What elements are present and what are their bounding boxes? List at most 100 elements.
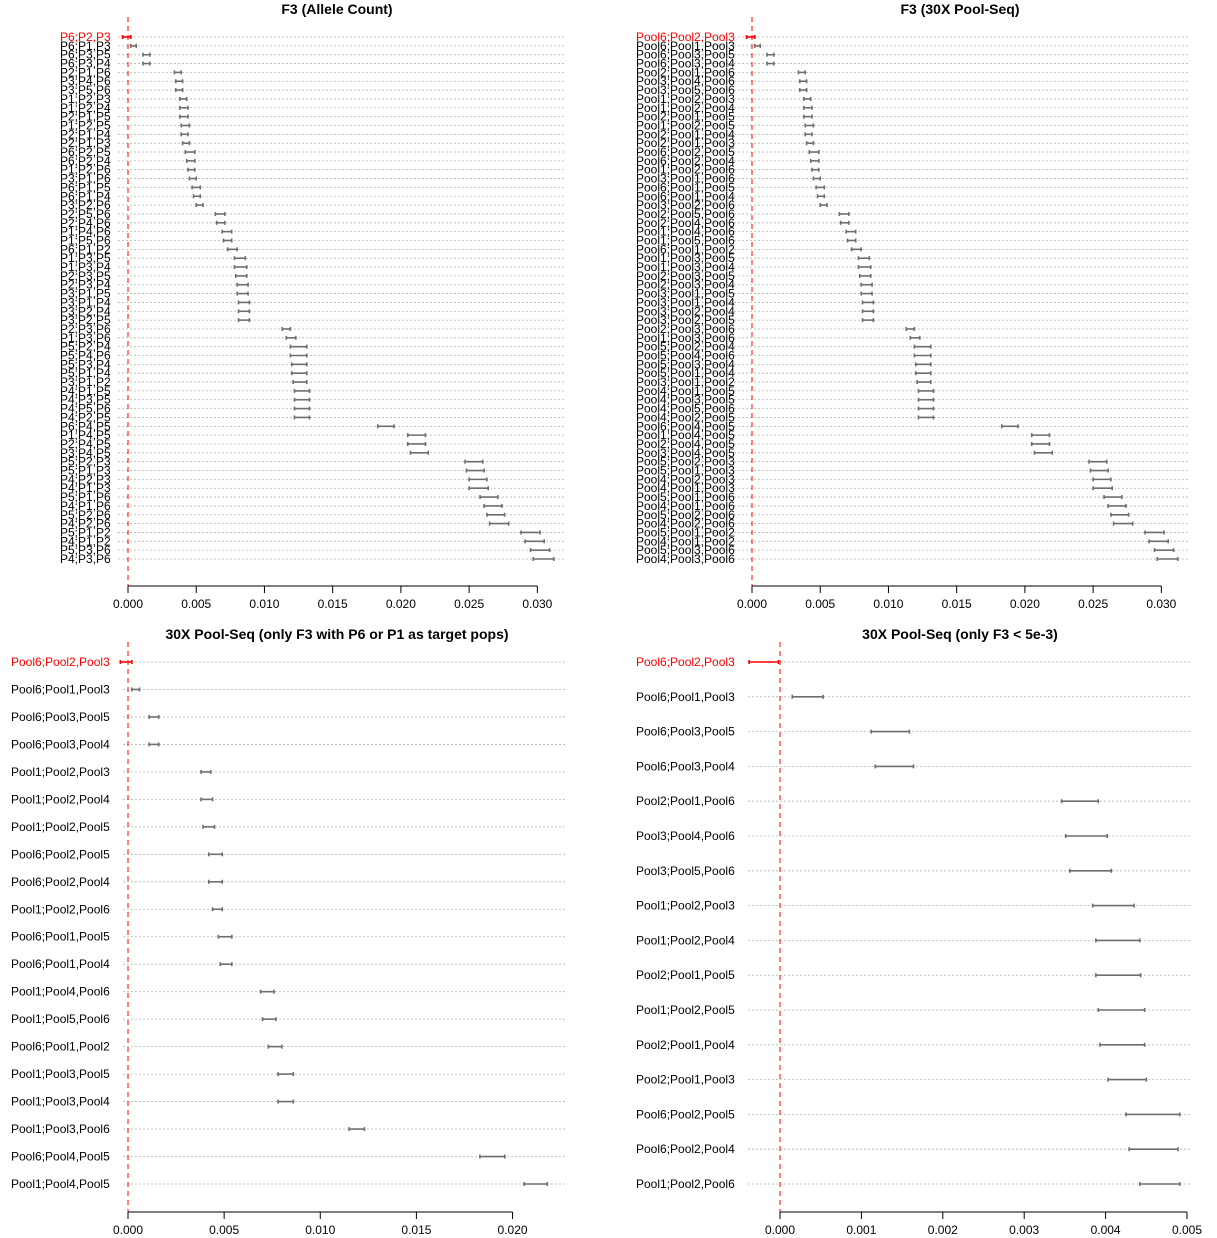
row-label: P5;P2,P6: [60, 508, 111, 522]
row-label: P3;P2,P6: [60, 198, 111, 212]
row-label: Pool2;Pool4,Pool5: [636, 437, 735, 451]
row-label: P6;P2,P5: [60, 145, 111, 159]
x-tick-label: 0.010: [873, 597, 903, 611]
row-label: Pool6;Pool2,Pool3: [636, 30, 735, 44]
row-label: Pool6;Pool1,Pool2: [11, 1040, 110, 1054]
row-label: Pool3;Pool5,Pool6: [636, 864, 735, 878]
row-label: P3;P5,P6: [60, 83, 111, 97]
row-label: Pool3;Pool2,Pool5: [636, 313, 735, 327]
row-label: P3;P1,P5: [60, 287, 111, 301]
row-label: P1;P2,P5: [60, 118, 111, 132]
row-label: Pool4;Pool3,Pool6: [636, 552, 735, 566]
panel-title: F3 (Allele Count): [281, 1, 392, 17]
row-label: Pool2;Pool5,Pool6: [636, 207, 735, 221]
row-label: Pool1;Pool3,Pool5: [11, 1067, 110, 1081]
panel-poolseq: F3 (30X Pool-Seq)Pool6;Pool2,Pool3Pool6;…: [636, 1, 1190, 611]
row-label: Pool5;Pool1,Pool3: [636, 464, 735, 478]
row-label: Pool3;Pool2,Pool6: [636, 198, 735, 212]
row-label: P2;P4,P5: [60, 437, 111, 451]
row-label: Pool4;Pool1,Pool6: [636, 499, 735, 513]
row-label: Pool1;Pool4,Pool5: [636, 428, 735, 442]
row-label: Pool2;Pool1,Pool6: [636, 794, 735, 808]
x-tick-label: 0.005: [1172, 1223, 1202, 1237]
row-label: Pool3;Pool4,Pool5: [636, 446, 735, 460]
row-label: P1;P4,P5: [60, 428, 111, 442]
row-label: Pool6;Pool2,Pool5: [11, 847, 110, 861]
row-label: Pool6;Pool4,Pool5: [11, 1150, 110, 1164]
x-tick-label: 0.003: [1009, 1223, 1039, 1237]
x-tick-label: 0.020: [498, 1223, 528, 1237]
x-tick-label: 0.030: [522, 597, 552, 611]
x-tick-label: 0.005: [209, 1223, 239, 1237]
x-tick-label: 0.020: [386, 597, 416, 611]
row-label: P6;P2,P3: [60, 30, 111, 44]
row-label: Pool4;Pool1,Pool3: [636, 481, 735, 495]
row-label: Pool3;Pool4,Pool6: [636, 829, 735, 843]
row-label: P5;P2,P4: [60, 340, 111, 354]
row-label: Pool4;Pool1,Pool5: [636, 384, 735, 398]
x-tick-label: 0.010: [305, 1223, 335, 1237]
row-label: Pool6;Pool2,Pool5: [636, 145, 735, 159]
row-label: Pool1;Pool4,Pool6: [11, 985, 110, 999]
row-label: Pool3;Pool1,Pool2: [636, 375, 735, 389]
row-label: P4;P2,P3: [60, 472, 111, 486]
row-label: P6;P4,P5: [60, 419, 111, 433]
row-label: Pool5;Pool2,Pool3: [636, 455, 735, 469]
row-label: Pool3;Pool2,Pool4: [636, 304, 735, 318]
row-label: Pool1;Pool2,Pool5: [636, 1003, 735, 1017]
row-label: Pool1;Pool3,Pool6: [11, 1122, 110, 1136]
row-label: Pool1;Pool2,Pool3: [636, 92, 735, 106]
x-tick-label: 0.004: [1091, 1223, 1121, 1237]
row-label: Pool1;Pool5,Pool6: [11, 1012, 110, 1026]
row-label: P4;P1,P2: [60, 534, 111, 548]
row-label: P1;P2,P3: [60, 92, 111, 106]
row-label: Pool6;Pool2,Pool3: [11, 655, 110, 669]
x-tick-label: 0.030: [1146, 597, 1176, 611]
row-label: P6;P2,P4: [60, 154, 111, 168]
row-label: P5;P1,P4: [60, 366, 111, 380]
row-label: Pool1;Pool2,Pool3: [11, 765, 110, 779]
row-label: Pool4;Pool2,Pool3: [636, 472, 735, 486]
row-label: P4;P3,P5: [60, 393, 111, 407]
row-label: P2;P3,P6: [60, 322, 111, 336]
row-label: Pool6;Pool2,Pool3: [636, 655, 735, 669]
row-label: Pool6;Pool1,Pool5: [11, 930, 110, 944]
x-tick-label: 0.015: [942, 597, 972, 611]
row-label: Pool1;Pool2,Pool3: [636, 899, 735, 913]
row-label: Pool5;Pool1,Pool6: [636, 490, 735, 504]
row-label: Pool5;Pool3,Pool4: [636, 357, 735, 371]
row-label: Pool2;Pool3,Pool6: [636, 322, 735, 336]
row-label: P4;P1,P3: [60, 481, 111, 495]
row-label: Pool3;Pool4,Pool6: [636, 74, 735, 88]
row-label: Pool2;Pool1,Pool6: [636, 65, 735, 79]
row-label: Pool3;Pool1,Pool4: [636, 295, 735, 309]
row-label: Pool1;Pool3,Pool5: [636, 251, 735, 265]
x-tick-label: 0.000: [113, 597, 143, 611]
x-tick-label: 0.020: [1010, 597, 1040, 611]
row-label: P1;P2,P6: [60, 163, 111, 177]
row-label: Pool1;Pool2,Pool4: [636, 933, 735, 947]
row-label: P2;P1,P4: [60, 127, 111, 141]
row-label: Pool1;Pool2,Pool6: [636, 163, 735, 177]
row-label: P6;P1,P3: [60, 39, 111, 53]
row-label: Pool4;Pool3,Pool5: [636, 393, 735, 407]
row-label: Pool2;Pool3,Pool4: [636, 278, 735, 292]
row-label: P4;P2,P6: [60, 517, 111, 531]
row-label: Pool1;Pool3,Pool4: [636, 260, 735, 274]
row-label: P1;P2,P4: [60, 101, 111, 115]
row-label: P3;P2,P5: [60, 313, 111, 327]
row-label: Pool6;Pool1,Pool2: [636, 242, 735, 256]
x-tick-label: 0.015: [318, 597, 348, 611]
x-tick-label: 0.002: [928, 1223, 958, 1237]
row-label: P1;P3,P4: [60, 260, 111, 274]
row-label: P4;P5,P6: [60, 402, 111, 416]
x-tick-label: 0.010: [249, 597, 279, 611]
row-label: P6;P1,P5: [60, 180, 111, 194]
row-label: P1;P3,P6: [60, 331, 111, 345]
row-label: Pool1;Pool2,Pool6: [636, 1177, 735, 1191]
panel-poolseq-lt5e3: 30X Pool-Seq (only F3 < 5e-3) Pool6;Pool2…: [636, 626, 1202, 1237]
row-label: P3;P4,P6: [60, 74, 111, 88]
row-label: Pool4;Pool2,Pool5: [636, 410, 735, 424]
row-label: Pool1;Pool3,Pool4: [11, 1095, 110, 1109]
row-label: Pool1;Pool2,Pool6: [11, 902, 110, 916]
